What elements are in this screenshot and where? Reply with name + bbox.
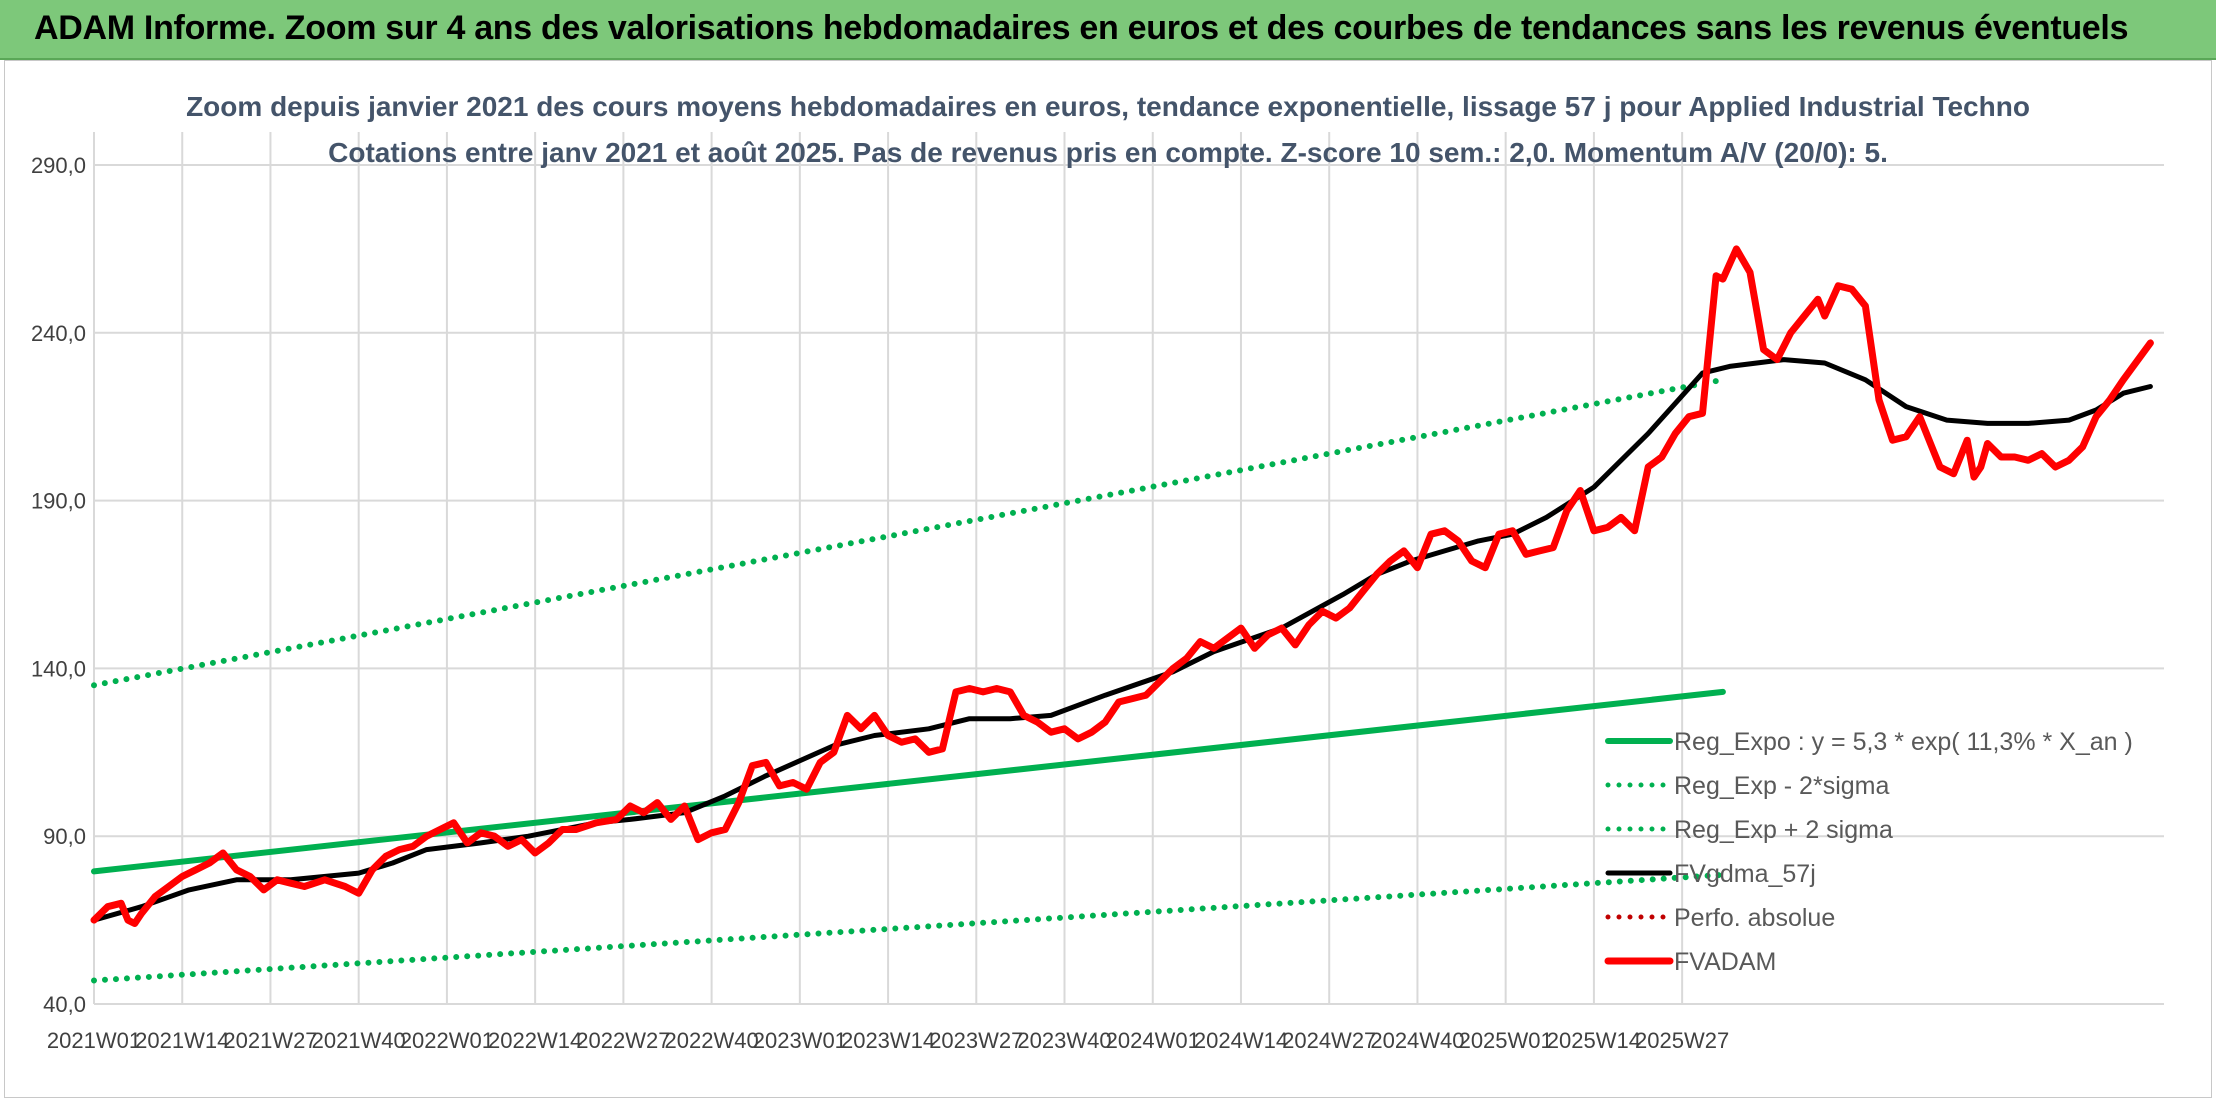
legend-label: Perfo. absolue (1674, 904, 1835, 932)
x-tick-label: 2022W27 (576, 1028, 670, 1053)
y-tick-label: 240,0 (31, 321, 86, 346)
x-tick-label: 2023W14 (841, 1028, 935, 1053)
x-tick-label: 2025W27 (1635, 1028, 1729, 1053)
x-tick-label: 2025W14 (1547, 1028, 1641, 1053)
x-axis: 2021W012021W142021W272021W402022W012022W… (47, 1028, 1729, 1053)
x-tick-label: 2021W40 (312, 1028, 406, 1053)
y-tick-label: 40,0 (43, 992, 86, 1017)
x-tick-label: 2022W40 (665, 1028, 759, 1053)
x-tick-label: 2024W14 (1194, 1028, 1288, 1053)
y-axis: 40,0 90,0 140,0 190,0 240,0 290,0 (31, 153, 86, 1017)
y-tick-label: 290,0 (31, 153, 86, 178)
legend-label: Reg_Exp - 2*sigma (1674, 772, 1889, 800)
series-line-5 (90, 245, 2154, 927)
chart-frame (4, 60, 2212, 1098)
chart-title: Zoom depuis janvier 2021 des cours moyen… (186, 91, 2030, 122)
report-banner: ADAM Informe. Zoom sur 4 ans des valoris… (0, 0, 2216, 60)
legend-label: FVgdma_57j (1674, 860, 1816, 888)
x-tick-label: 2024W40 (1370, 1028, 1464, 1053)
grid (93, 132, 2164, 1005)
x-tick-label: 2023W01 (753, 1028, 847, 1053)
legend-label: FVADAM (1674, 948, 1776, 976)
report-title: ADAM Informe. Zoom sur 4 ans des valoris… (34, 9, 2129, 47)
x-tick-label: 2023W40 (1017, 1028, 1111, 1053)
legend-label: Reg_Expo : y = 5,3 * exp( 11,3% * X_an ) (1674, 728, 2133, 756)
series-line-0 (91, 688, 1726, 875)
x-tick-label: 2021W27 (223, 1028, 317, 1053)
x-tick-label: 2021W01 (47, 1028, 141, 1053)
x-tick-label: 2024W01 (1106, 1028, 1200, 1053)
x-tick-label: 2023W27 (929, 1028, 1023, 1053)
x-tick-label: 2024W27 (1282, 1028, 1376, 1053)
x-tick-label: 2021W14 (135, 1028, 229, 1053)
legend: Reg_Expo : y = 5,3 * exp( 11,3% * X_an )… (1604, 728, 2133, 976)
y-tick-label: 190,0 (31, 489, 86, 514)
series-line-2 (91, 376, 1726, 689)
series-line-1 (91, 871, 1726, 984)
x-tick-label: 2022W14 (488, 1028, 582, 1053)
y-tick-label: 90,0 (43, 824, 86, 849)
series-layer (90, 245, 2154, 984)
y-tick-label: 140,0 (31, 656, 86, 681)
legend-label: Reg_Exp + 2 sigma (1674, 816, 1893, 844)
x-tick-label: 2025W01 (1459, 1028, 1553, 1053)
x-tick-label: 2022W01 (400, 1028, 494, 1053)
chart-subtitle: Cotations entre janv 2021 et août 2025. … (328, 137, 1888, 168)
